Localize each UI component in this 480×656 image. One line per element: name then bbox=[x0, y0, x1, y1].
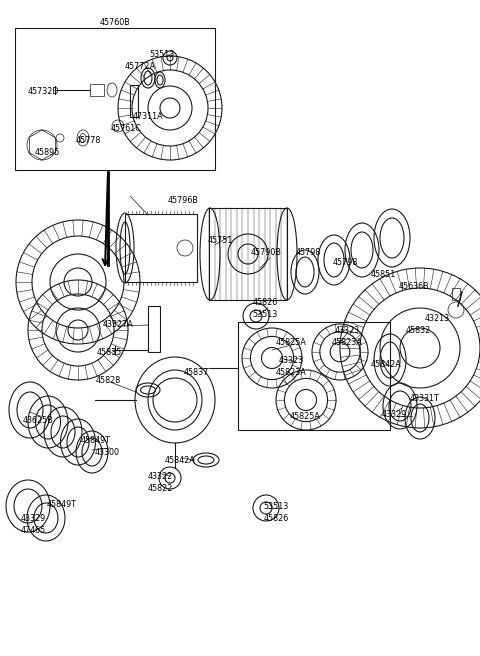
Text: 45796B: 45796B bbox=[168, 196, 198, 205]
Text: 45826: 45826 bbox=[252, 298, 277, 307]
Text: 45798: 45798 bbox=[332, 258, 358, 267]
Text: 45842A: 45842A bbox=[371, 360, 401, 369]
Text: 45851: 45851 bbox=[371, 270, 396, 279]
Text: 43331T: 43331T bbox=[409, 394, 439, 403]
Text: 45895: 45895 bbox=[34, 148, 60, 157]
Text: 53513: 53513 bbox=[149, 50, 175, 59]
Text: 43329: 43329 bbox=[382, 410, 407, 419]
Text: 45849T: 45849T bbox=[81, 436, 111, 445]
Text: 45751: 45751 bbox=[207, 236, 233, 245]
Text: 45828: 45828 bbox=[96, 376, 120, 385]
Text: 45790B: 45790B bbox=[251, 248, 281, 257]
Text: 53513: 53513 bbox=[264, 502, 288, 511]
Text: 43322: 43322 bbox=[147, 472, 173, 481]
Text: 45825A: 45825A bbox=[276, 338, 306, 347]
Text: 45837: 45837 bbox=[183, 368, 209, 377]
Text: 43300: 43300 bbox=[95, 448, 120, 457]
Text: 43213: 43213 bbox=[424, 314, 450, 323]
Text: 45822: 45822 bbox=[147, 484, 173, 493]
Text: 45825A: 45825A bbox=[289, 412, 321, 421]
Bar bbox=[130, 85, 138, 117]
Bar bbox=[90, 84, 104, 96]
Text: 45826: 45826 bbox=[264, 514, 288, 523]
Bar bbox=[452, 288, 460, 300]
Bar bbox=[238, 322, 390, 430]
Text: 43323: 43323 bbox=[335, 326, 360, 335]
Text: 45835: 45835 bbox=[96, 348, 121, 357]
Text: 45849T: 45849T bbox=[47, 500, 77, 509]
Text: 45832: 45832 bbox=[406, 326, 431, 335]
Text: 45761C: 45761C bbox=[110, 124, 142, 133]
Text: 43323: 43323 bbox=[278, 356, 303, 365]
Text: 47311A: 47311A bbox=[132, 112, 163, 121]
Text: 45798: 45798 bbox=[295, 248, 321, 257]
Text: 45842A: 45842A bbox=[165, 456, 195, 465]
Bar bbox=[15, 28, 215, 170]
Text: 45823A: 45823A bbox=[332, 338, 362, 347]
Text: 45823A: 45823A bbox=[276, 368, 306, 377]
Bar bbox=[148, 306, 160, 352]
Text: 53513: 53513 bbox=[252, 310, 277, 319]
Bar bbox=[209, 208, 287, 300]
Text: 45772A: 45772A bbox=[124, 62, 156, 71]
Text: 45636B: 45636B bbox=[399, 282, 429, 291]
Text: 43625B: 43625B bbox=[23, 416, 53, 425]
Text: 45732D: 45732D bbox=[27, 87, 59, 96]
Text: 45778: 45778 bbox=[75, 136, 101, 145]
Text: 43327A: 43327A bbox=[103, 320, 133, 329]
Text: 43329: 43329 bbox=[20, 514, 46, 523]
Text: 45760B: 45760B bbox=[100, 18, 131, 27]
Bar bbox=[125, 214, 197, 282]
Text: 47465: 47465 bbox=[20, 526, 46, 535]
